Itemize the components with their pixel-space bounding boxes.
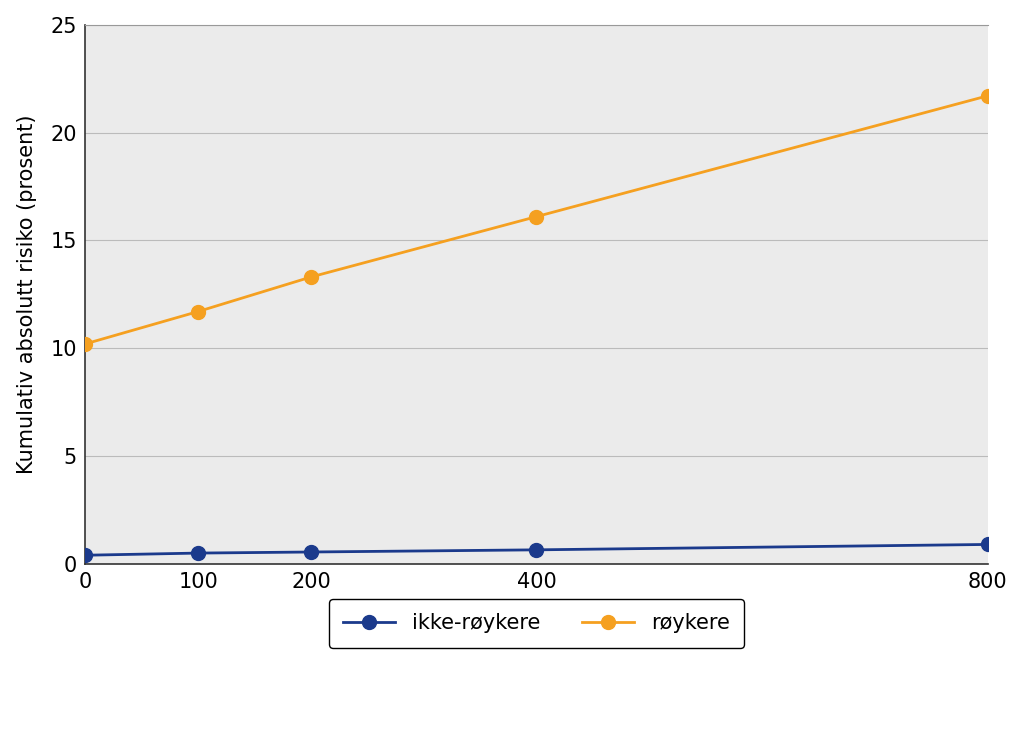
ikke-røykere [193,548,205,557]
ikke-røykere [981,540,993,549]
røykere [193,307,205,316]
Line: ikke-røykere: ikke-røykere [79,537,994,562]
Y-axis label: Kumulativ absolutt risiko (prosent): Kumulativ absolutt risiko (prosent) [16,115,37,474]
røykere [981,92,993,101]
ikke-røykere [530,545,543,554]
røykere [530,212,543,221]
røykere [79,340,91,349]
ikke-røykere [305,548,317,557]
røykere [305,273,317,282]
ikke-røykere [79,551,91,559]
X-axis label: Radonkonsentrasjon (Bq/m³): Radonkonsentrasjon (Bq/m³) [387,603,685,624]
Legend: ikke-røykere, røykere: ikke-røykere, røykere [329,599,744,648]
Line: røykere: røykere [79,89,994,351]
